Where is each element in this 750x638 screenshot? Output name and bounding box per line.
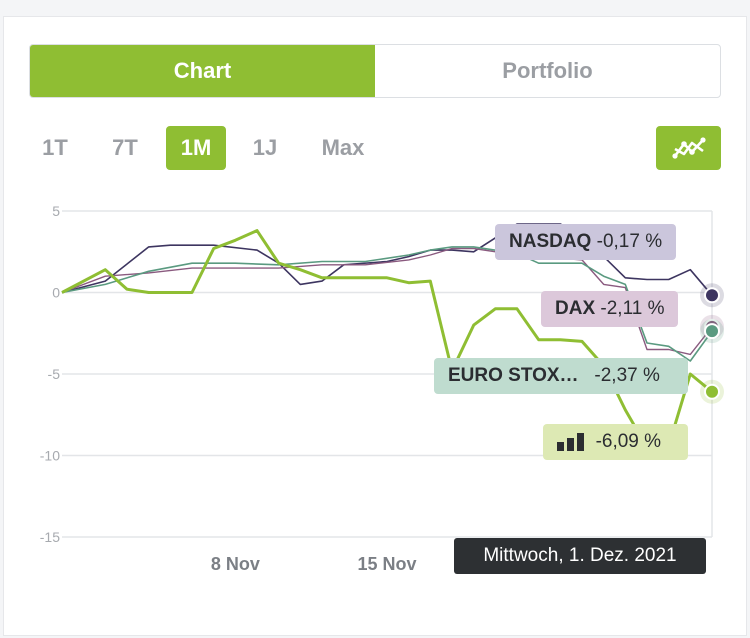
label-dax-value: -2,11 %	[600, 298, 665, 319]
euro-stoxx-marker	[704, 323, 720, 340]
nasdaq-marker	[704, 287, 720, 304]
label-portfolio-value: -6,09 %	[595, 431, 662, 452]
chart-type-toggle[interactable]	[656, 126, 721, 170]
label-euro-value: -2,37 %	[594, 365, 660, 386]
range-7t[interactable]: 7T	[112, 135, 138, 160]
label-portfolio: -6,09 %	[543, 424, 688, 460]
line-chart-icon	[671, 137, 706, 159]
y-tick-label: 0	[52, 285, 60, 301]
y-tick-label: -15	[40, 529, 60, 545]
tab-portfolio[interactable]: Portfolio	[502, 58, 593, 83]
bar-chart-icon	[557, 433, 584, 451]
y-tick-label: -5	[48, 366, 61, 382]
label-dax-name: DAX	[555, 298, 596, 319]
view-switcher: Chart Portfolio	[29, 44, 721, 98]
label-nasdaq-name: NASDAQ	[509, 231, 592, 252]
portfolio-marker	[704, 383, 720, 400]
range-max[interactable]: Max	[321, 135, 365, 160]
range-1j[interactable]: 1J	[252, 135, 278, 160]
label-nasdaq: NASDAQ -0,17 %	[495, 224, 677, 260]
label-nasdaq-value: -0,17 %	[596, 231, 663, 252]
range-1m[interactable]: 1M	[166, 126, 226, 170]
x-tick-label: 15 Nov	[357, 554, 416, 574]
label-euro-name: EURO STOX…	[448, 365, 579, 386]
portfolio-line	[61, 229, 713, 449]
label-euro-stoxx: EURO STOX… -2,37 %	[434, 358, 688, 394]
y-tick-label: 5	[52, 203, 60, 219]
dax-line	[61, 247, 713, 356]
x-tick-label: 8 Nov	[211, 554, 260, 574]
range-1t[interactable]: 1T	[42, 135, 68, 160]
tab-chart[interactable]: Chart	[30, 45, 375, 97]
date-tooltip: Mittwoch, 1. Dez. 2021	[454, 538, 706, 574]
y-tick-label: -10	[40, 448, 60, 464]
label-dax: DAX -2,11 %	[541, 291, 679, 327]
